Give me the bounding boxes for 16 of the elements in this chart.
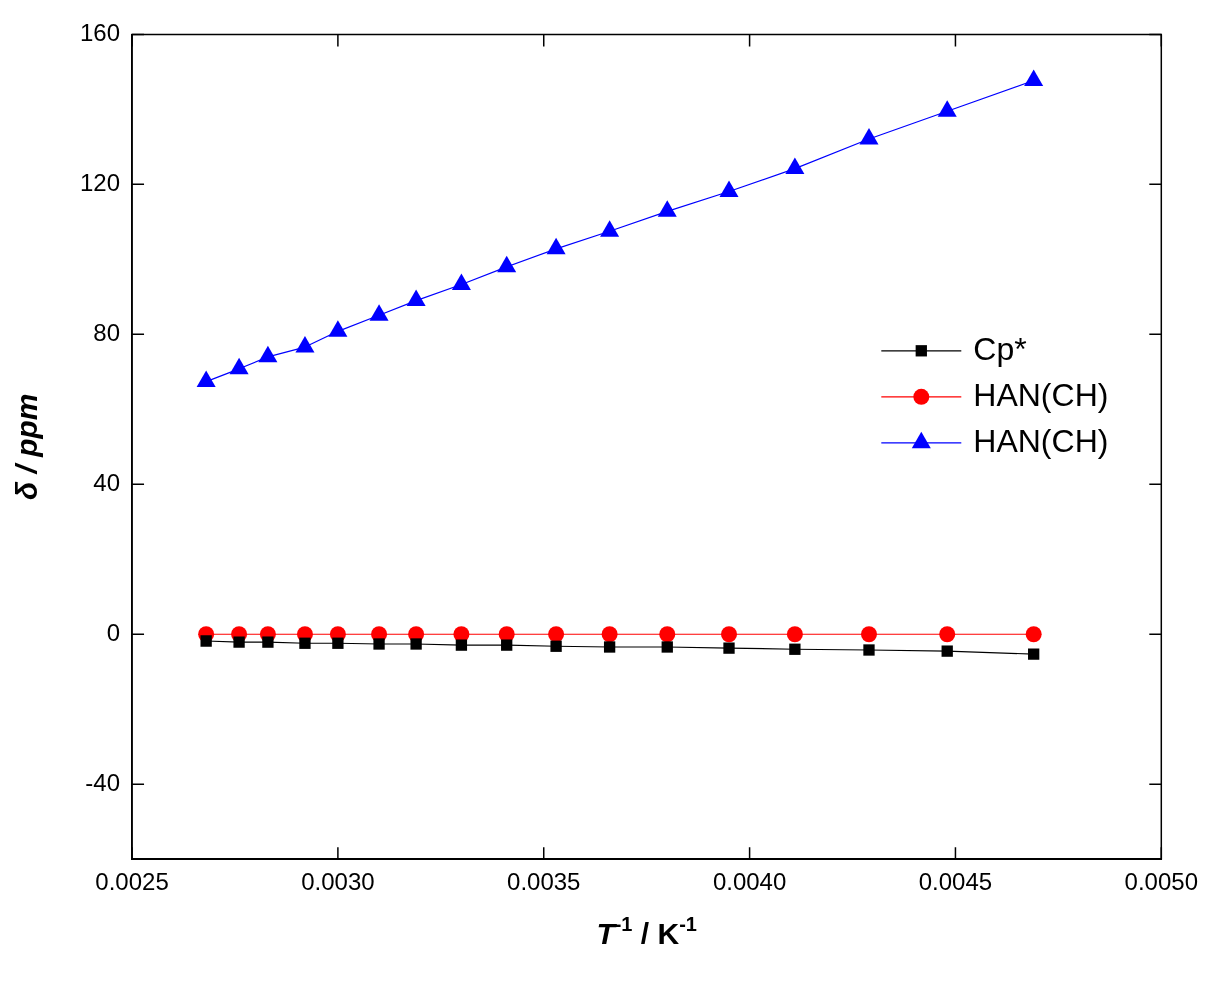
legend-label: HAN(CH)	[973, 422, 1109, 459]
y-axis-title: δ / ppm	[10, 393, 44, 501]
x-tick-label: 0.0035	[507, 868, 581, 896]
x-tick-label: 0.0050	[1124, 868, 1198, 896]
y-tick-label: 120	[80, 168, 121, 196]
x-tick-label: 0.0030	[301, 868, 375, 896]
x-tick-label: 0.0025	[95, 868, 169, 896]
y-tick-label: 40	[93, 468, 121, 496]
y-tick-label: 0	[106, 618, 121, 646]
y-tick-label: 80	[93, 318, 121, 346]
x-tick-label: 0.0040	[712, 868, 787, 896]
y-tick-label: 160	[80, 19, 121, 47]
legend-label: Cp*	[973, 330, 1027, 367]
x-tick-label: 0.0045	[918, 868, 993, 896]
legend-label: HAN(CH)	[973, 376, 1109, 413]
y-tick-label: -40	[85, 768, 121, 796]
